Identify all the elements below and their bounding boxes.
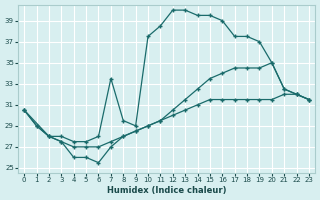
X-axis label: Humidex (Indice chaleur): Humidex (Indice chaleur)	[107, 186, 226, 195]
